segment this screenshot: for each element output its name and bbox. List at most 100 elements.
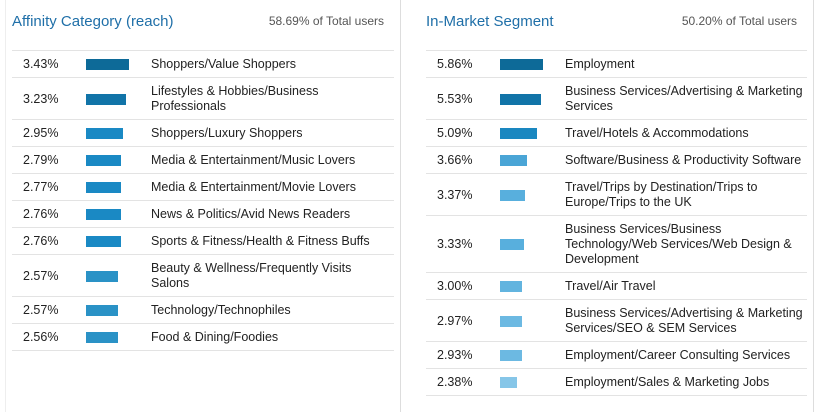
segment-label: Food & Dining/Foodies [151,330,279,344]
row: 2.93% Employment/Career Consulting Servic… [426,342,807,369]
bar-cell [500,239,565,250]
bar-cell [86,305,151,316]
bar [500,128,538,139]
row: 2.95% Shoppers/Luxury Shoppers [12,120,394,147]
bar [86,182,121,193]
bar-cell [500,350,565,361]
segment-label: Technology/Technophiles [151,303,291,317]
value-label: 2.79% [23,153,59,167]
row: 5.53% Business Services/Advertising & Mar… [426,78,807,120]
row: 3.00% Travel/Air Travel [426,273,807,300]
bar [500,155,527,166]
value-label: 2.97% [437,313,473,328]
panel: In-Market Segment 50.20% of Total users 5.… [420,0,814,412]
bar [86,305,119,316]
segment-label: Lifestyles & Hobbies/Business Profession… [151,84,319,113]
segment-label: Employment/Career Consulting Services [565,348,791,362]
bar-cell [86,155,151,166]
value-label: 2.38% [437,375,473,389]
segment-label: Shoppers/Value Shoppers [151,57,297,71]
segment-label: Media & Entertainment/Music Lovers [151,153,356,167]
panel-title: Affinity Category (reach) [12,13,174,30]
value-label: 2.95% [23,126,59,140]
row: 2.57% Beauty & Wellness/Frequently Visits… [12,255,394,297]
panel: Affinity Category (reach) 58.69% of Total… [5,0,401,412]
segment-label: Shoppers/Luxury Shoppers [151,126,303,140]
segment-label: Travel/Air Travel [565,279,656,293]
bar [86,209,121,220]
panel-header: Affinity Category (reach) 58.69% of Total… [6,0,400,50]
bar [86,332,119,343]
bar-cell [86,236,151,247]
segment-label: Employment/Sales & Marketing Jobs [565,375,770,389]
segment-label: Business Services/Advertising & Marketin… [565,84,803,113]
bar [500,59,543,70]
bar-cell [500,281,565,292]
value-label: 2.57% [23,303,59,317]
rows: 5.86% Employment 5.53% Business Services/Ad… [426,50,807,396]
bar-cell [500,189,565,201]
value-label: 3.37% [437,187,473,202]
value-label: 2.76% [23,234,59,248]
bar-cell [500,377,565,388]
segment-label: Beauty & Wellness/Frequently Visits Salo… [151,261,352,290]
row: 2.97% Business Services/Advertising & Mar… [426,300,807,342]
bar-cell [500,155,565,166]
value-label: 3.43% [23,57,59,71]
total-users: 58.69% of Total users [268,14,384,28]
row: 3.66% Software/Business & Productivity So… [426,147,807,174]
segment-label: Business Services/Advertising & Marketin… [565,306,803,335]
bar-cell [500,93,565,105]
bar-cell [500,59,565,70]
row: 3.33% Business Services/Business Technolo… [426,216,807,273]
value-label: 3.00% [437,279,473,293]
bar-cell [86,332,151,343]
bar-cell [86,270,151,282]
bar [500,189,525,201]
row: 5.86% Employment [426,51,807,78]
segment-label: Software/Business & Productivity Softwar… [565,153,802,167]
row: 2.79% Media & Entertainment/Music Lovers [12,147,394,174]
row: 2.57% Technology/Technophiles [12,297,394,324]
bar [500,281,522,292]
bar [500,239,525,250]
bar [500,377,518,388]
row: 5.09% Travel/Hotels & Accommodations [426,120,807,147]
bar [500,93,541,105]
bar-cell [86,93,151,105]
segment-label: News & Politics/Avid News Readers [151,207,351,221]
bar [86,155,121,166]
row: 3.23% Lifestyles & Hobbies/Business Profe… [12,78,394,120]
bar-cell [500,128,565,139]
bar-cell [86,182,151,193]
value-label: 2.76% [23,207,59,221]
row: 2.76% News & Politics/Avid News Readers [12,201,394,228]
value-label: 5.86% [437,57,473,71]
bar [86,59,129,70]
panel-header: In-Market Segment 50.20% of Total users [420,0,813,50]
total-users: 50.20% of Total users [681,14,797,28]
bar [500,350,522,361]
value-label: 2.77% [23,180,59,194]
bar [86,93,127,105]
row: 2.56% Food & Dining/Foodies [12,324,394,351]
segment-label: Media & Entertainment/Movie Lovers [151,180,356,194]
value-label: 5.53% [437,91,473,106]
value-label: 3.33% [437,237,473,251]
bar-cell [86,128,151,139]
bar [500,315,522,327]
rows: 3.43% Shoppers/Value Shoppers 3.23% Lifesty… [12,50,394,351]
row: 3.43% Shoppers/Value Shoppers [12,51,394,78]
value-label: 2.93% [437,348,473,362]
bar-cell [500,315,565,327]
bar [86,128,123,139]
segment-label: Business Services/Business Technology/We… [565,222,792,266]
value-label: 3.23% [23,91,59,106]
segment-label: Travel/Hotels & Accommodations [565,126,749,140]
panel-title: In-Market Segment [426,13,554,30]
segment-label: Sports & Fitness/Health & Fitness Buffs [151,234,370,248]
value-label: 2.57% [23,268,59,283]
value-label: 5.09% [437,126,473,140]
bar-cell [86,209,151,220]
